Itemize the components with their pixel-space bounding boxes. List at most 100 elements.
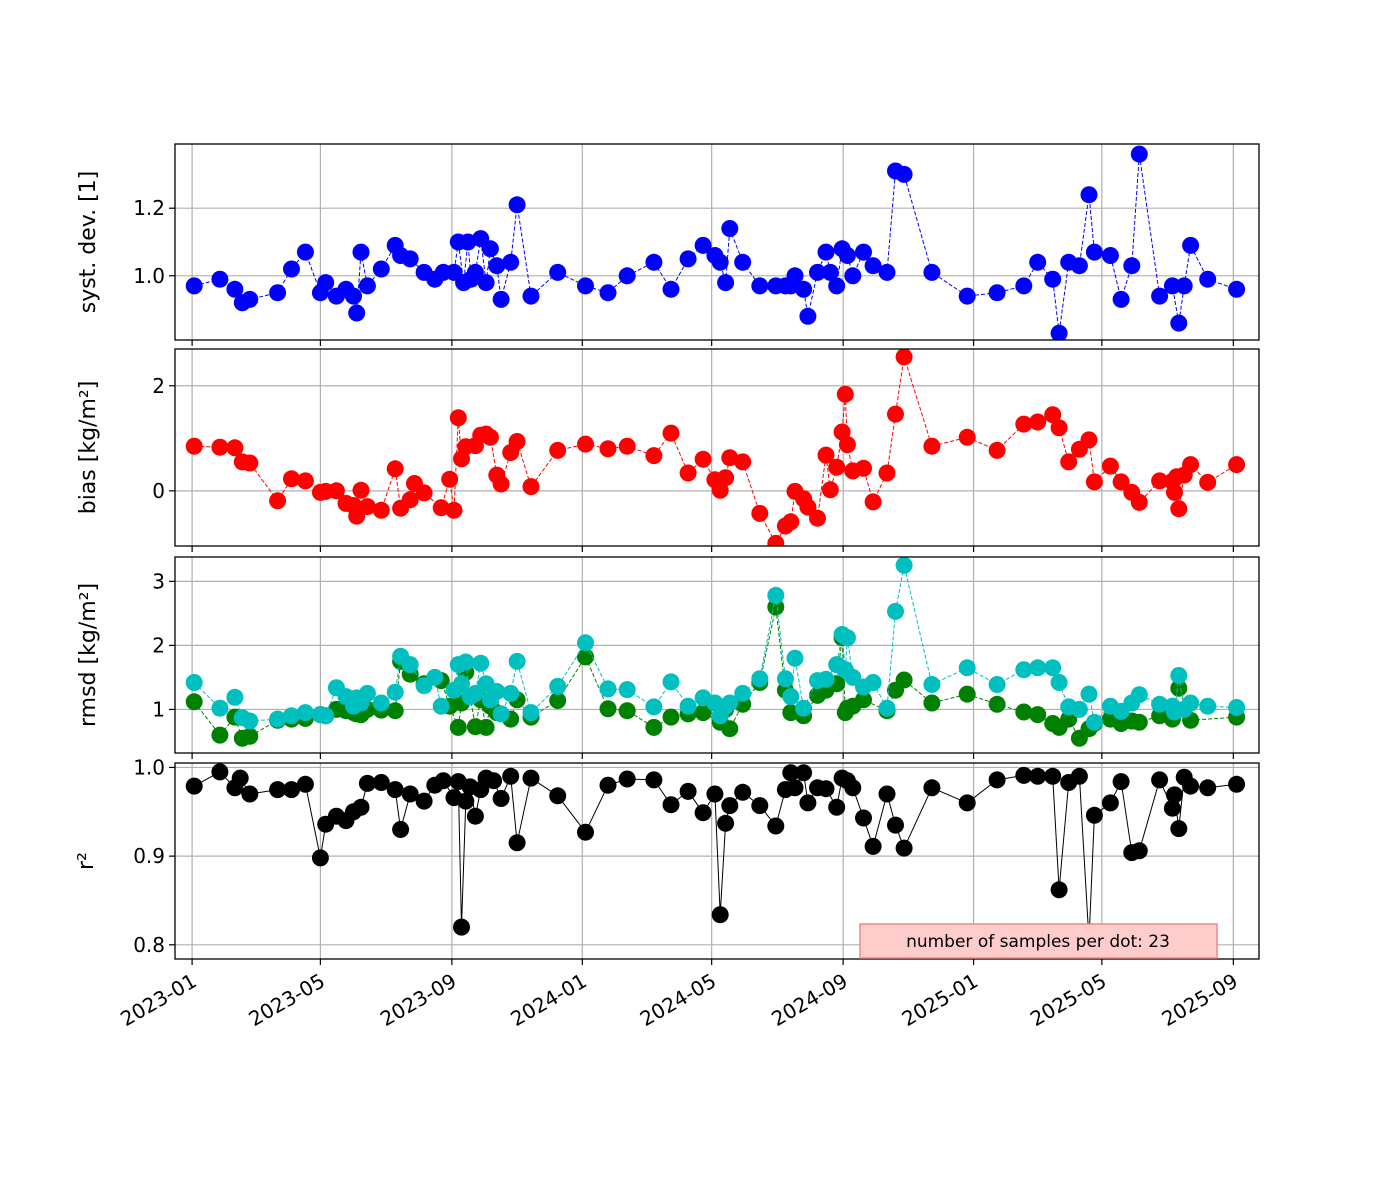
data-point-r2: [457, 792, 475, 810]
data-point-bias: [1060, 453, 1078, 471]
axes-frame: [174, 348, 1260, 547]
data-point-bias: [432, 499, 450, 517]
data-point-r2: [358, 774, 376, 792]
data-point-r2: [864, 837, 882, 855]
data-point-syst-dev: [1182, 236, 1200, 254]
data-point-syst-dev: [185, 277, 203, 295]
data-point-syst-dev: [988, 284, 1006, 302]
data-point-r2: [231, 769, 249, 787]
data-point-r2: [453, 918, 470, 936]
data-point-syst-dev: [211, 270, 229, 288]
annotation-box-bg: [859, 923, 1218, 959]
data-point-r2: [372, 774, 390, 791]
data-point-r2: [1070, 767, 1088, 785]
data-point-r2: [434, 772, 452, 790]
y-tick-label: 1.2: [133, 196, 165, 220]
data-point-rmsd: [864, 674, 882, 691]
data-point-syst-dev: [618, 267, 636, 285]
y-tick-label: 2: [152, 633, 165, 657]
data-point-bias: [645, 447, 663, 465]
data-point-rmsd: [694, 704, 712, 722]
data-point-bias: [599, 440, 617, 458]
data-point-bias: [1166, 483, 1183, 501]
data-point-rmsd: [426, 668, 444, 686]
data-point-syst-dev: [352, 243, 370, 261]
data-point-r2: [711, 906, 729, 924]
data-point-bias: [401, 491, 419, 509]
data-point-r2: [662, 796, 680, 814]
data-point-bias: [241, 454, 259, 472]
data-point-syst-dev: [958, 287, 976, 305]
y-axis-label: rmsd [kg/m²]: [76, 583, 101, 727]
data-point-bias: [855, 459, 872, 477]
plot-area-rmsd: [185, 557, 1246, 747]
data-point-r2: [283, 781, 300, 799]
data-point-r2: [1166, 786, 1183, 804]
data-point-syst-dev: [751, 277, 769, 295]
data-point-r2: [1170, 820, 1188, 838]
data-point-r2: [577, 823, 594, 841]
data-point-syst-dev: [481, 240, 499, 258]
data-point-rmsd: [1080, 685, 1098, 703]
data-point-rmsd: [185, 693, 203, 711]
data-point-rmsd: [1151, 695, 1169, 713]
data-point-syst-dev: [711, 253, 729, 271]
data-point-syst-dev: [317, 274, 335, 292]
data-point-rmsd: [386, 683, 404, 701]
data-point-syst-dev: [844, 267, 862, 285]
data-point-bias: [836, 385, 854, 403]
data-point-r2: [895, 839, 913, 857]
data-point-rmsd: [401, 656, 419, 674]
data-point-bias: [1050, 419, 1068, 437]
data-point-syst-dev: [296, 243, 314, 261]
data-point-bias: [327, 482, 345, 500]
axes-frame: [174, 143, 1260, 341]
data-point-rmsd: [1015, 661, 1033, 679]
data-point-syst-dev: [821, 263, 839, 281]
data-point-syst-dev: [838, 247, 856, 264]
data-point-bias: [1199, 473, 1217, 491]
data-point-rmsd: [599, 700, 617, 718]
data-point-rmsd: [599, 680, 617, 698]
data-point-syst-dev: [855, 243, 872, 261]
x-tick-label: 2025-09: [1157, 969, 1241, 1032]
data-point-syst-dev: [1015, 277, 1033, 295]
data-point-syst-dev: [1044, 270, 1062, 288]
axes-frame: [174, 762, 1260, 960]
data-point-syst-dev: [694, 236, 712, 254]
data-point-syst-dev: [283, 260, 300, 278]
data-point-rmsd: [1085, 713, 1103, 731]
plot-area-bias: [185, 349, 1246, 546]
data-point-syst-dev: [372, 260, 390, 278]
data-point-rmsd: [795, 699, 813, 717]
data-point-syst-dev: [1080, 186, 1098, 204]
x-tick-label: 2024-09: [767, 969, 851, 1032]
data-point-rmsd: [751, 670, 769, 688]
data-point-syst-dev: [1123, 257, 1141, 275]
data-point-rmsd: [522, 704, 540, 722]
data-point-rmsd: [1199, 697, 1217, 715]
data-point-r2: [958, 794, 976, 812]
data-point-rmsd: [1170, 679, 1188, 697]
data-point-bias: [577, 435, 594, 453]
data-point-rmsd: [786, 649, 804, 667]
data-point-bias: [1080, 431, 1098, 449]
data-point-syst-dev: [269, 284, 287, 302]
data-point-rmsd: [923, 676, 941, 693]
data-point-rmsd: [838, 629, 856, 647]
data-point-bias: [372, 501, 390, 519]
data-point-r2: [1151, 771, 1169, 789]
y-tick-label: 0: [152, 479, 165, 503]
data-point-rmsd: [296, 704, 314, 722]
data-point-r2: [767, 817, 785, 835]
data-point-r2: [185, 777, 203, 795]
data-point-syst-dev: [241, 290, 259, 308]
data-point-r2: [721, 797, 739, 815]
data-point-bias: [1228, 456, 1246, 474]
data-point-rmsd: [372, 694, 390, 712]
data-point-rmsd: [645, 698, 663, 716]
data-point-syst-dev: [817, 243, 835, 261]
data-point-syst-dev: [1101, 247, 1119, 264]
x-axis: 2023-01 2023-05 2023-09 2024-01 2024-05 2024-…: [116, 969, 1242, 1032]
data-point-r2: [502, 767, 520, 785]
